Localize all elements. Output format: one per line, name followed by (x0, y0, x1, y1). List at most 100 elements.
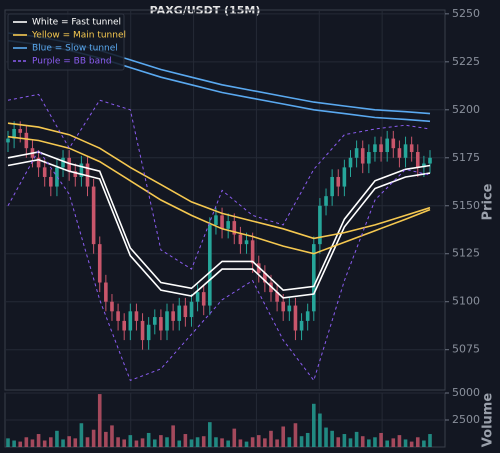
candle-body (110, 301, 114, 312)
candle-body (287, 305, 292, 312)
volume-bar (415, 437, 420, 447)
volume-bar (318, 413, 322, 447)
volume-bar (128, 435, 133, 447)
candle-body (305, 311, 310, 321)
volume-bar (354, 431, 359, 447)
volume-bar (281, 426, 286, 447)
volume-bar (61, 439, 65, 447)
volume-bar (67, 436, 71, 447)
volume-bar (159, 435, 163, 447)
volume-bar (208, 422, 212, 447)
candle-body (263, 272, 267, 283)
y-tick-label: 5175 (452, 151, 480, 164)
volume-bar (275, 439, 279, 447)
candle-body (152, 317, 157, 325)
volume-bar (79, 423, 84, 447)
volume-bar (305, 432, 310, 447)
volume-bar (49, 437, 53, 447)
candle-body (360, 148, 365, 164)
candle-body (73, 171, 78, 177)
volume-bar (73, 438, 78, 447)
candle-body (18, 128, 23, 133)
volume-bar (342, 434, 347, 447)
volume-bar (330, 430, 334, 447)
candle-body (299, 320, 304, 331)
candle-body (140, 320, 145, 341)
volume-bar (18, 441, 23, 447)
candle-body (232, 221, 237, 235)
legend: White = Fast tunnel Yellow = Main tunnel B… (7, 13, 126, 71)
candle-body (116, 311, 120, 321)
volume-bar (42, 440, 47, 447)
volume-bar (348, 438, 353, 447)
candle-body (385, 138, 389, 153)
volume-bar (409, 441, 414, 447)
volume-bar (91, 429, 96, 447)
candle-body (391, 138, 396, 149)
candle-body (342, 167, 347, 187)
candle-body (422, 163, 426, 168)
y-axis-label: Price (481, 183, 496, 220)
volume-bar (110, 425, 114, 447)
candle-body (311, 244, 316, 312)
volume-bar (250, 437, 255, 447)
candle-body (165, 311, 169, 331)
candle-body (97, 244, 102, 283)
candle-body (244, 240, 249, 245)
volume-bar (220, 438, 224, 447)
legend-entry: Purple = BB band (32, 57, 112, 67)
candle-body (208, 224, 212, 306)
candle-body (348, 157, 353, 168)
volume-bar (373, 437, 377, 447)
volume-bar (422, 440, 426, 447)
volume-bar (85, 437, 90, 447)
candle-body (104, 282, 108, 302)
candle-body (330, 176, 334, 197)
volume-bar (293, 423, 298, 447)
candle-body (238, 234, 243, 245)
candle-body (42, 167, 47, 177)
overlay-line (7, 122, 431, 240)
volume-bar (232, 428, 237, 447)
candle-body (134, 311, 139, 321)
overlay-line (7, 151, 431, 292)
volume-bar (263, 438, 267, 447)
candle-body (183, 305, 188, 318)
candle-body (415, 152, 420, 168)
volume-bar (201, 436, 206, 447)
candle-body (171, 311, 175, 321)
candle-body (354, 148, 359, 158)
candle-body (201, 292, 206, 306)
volume-bar (428, 434, 432, 447)
candle-body (214, 215, 218, 225)
candle-body (122, 320, 127, 331)
legend-entry: Blue = Slow tunnel (32, 44, 118, 54)
candle-body (36, 157, 41, 168)
candle-body (146, 324, 151, 341)
volume-bar (6, 438, 10, 447)
overlay-line (7, 158, 431, 299)
candle-body (159, 317, 163, 331)
candle-body (177, 305, 182, 321)
volume-bar (336, 437, 341, 447)
candle-body (226, 221, 230, 229)
candle-body (324, 196, 328, 206)
volume-axis-label: Volume (481, 393, 496, 448)
price-panel (4, 9, 446, 391)
candle-body (250, 240, 255, 264)
legend-box (7, 13, 125, 71)
volume-bar (116, 437, 120, 447)
legend-entry: White = Fast tunnel (32, 18, 121, 28)
volume-bar (97, 394, 102, 447)
volume-bar (391, 438, 396, 447)
volume-bar (177, 440, 182, 447)
volume-bar (140, 438, 145, 447)
candle-body (189, 301, 194, 318)
candle-body (24, 132, 29, 149)
volume-bar (214, 437, 218, 447)
volume-bar (165, 437, 169, 447)
candle-body (6, 138, 10, 143)
y-tick-label: 5150 (452, 199, 480, 212)
volume-bar (134, 440, 139, 447)
